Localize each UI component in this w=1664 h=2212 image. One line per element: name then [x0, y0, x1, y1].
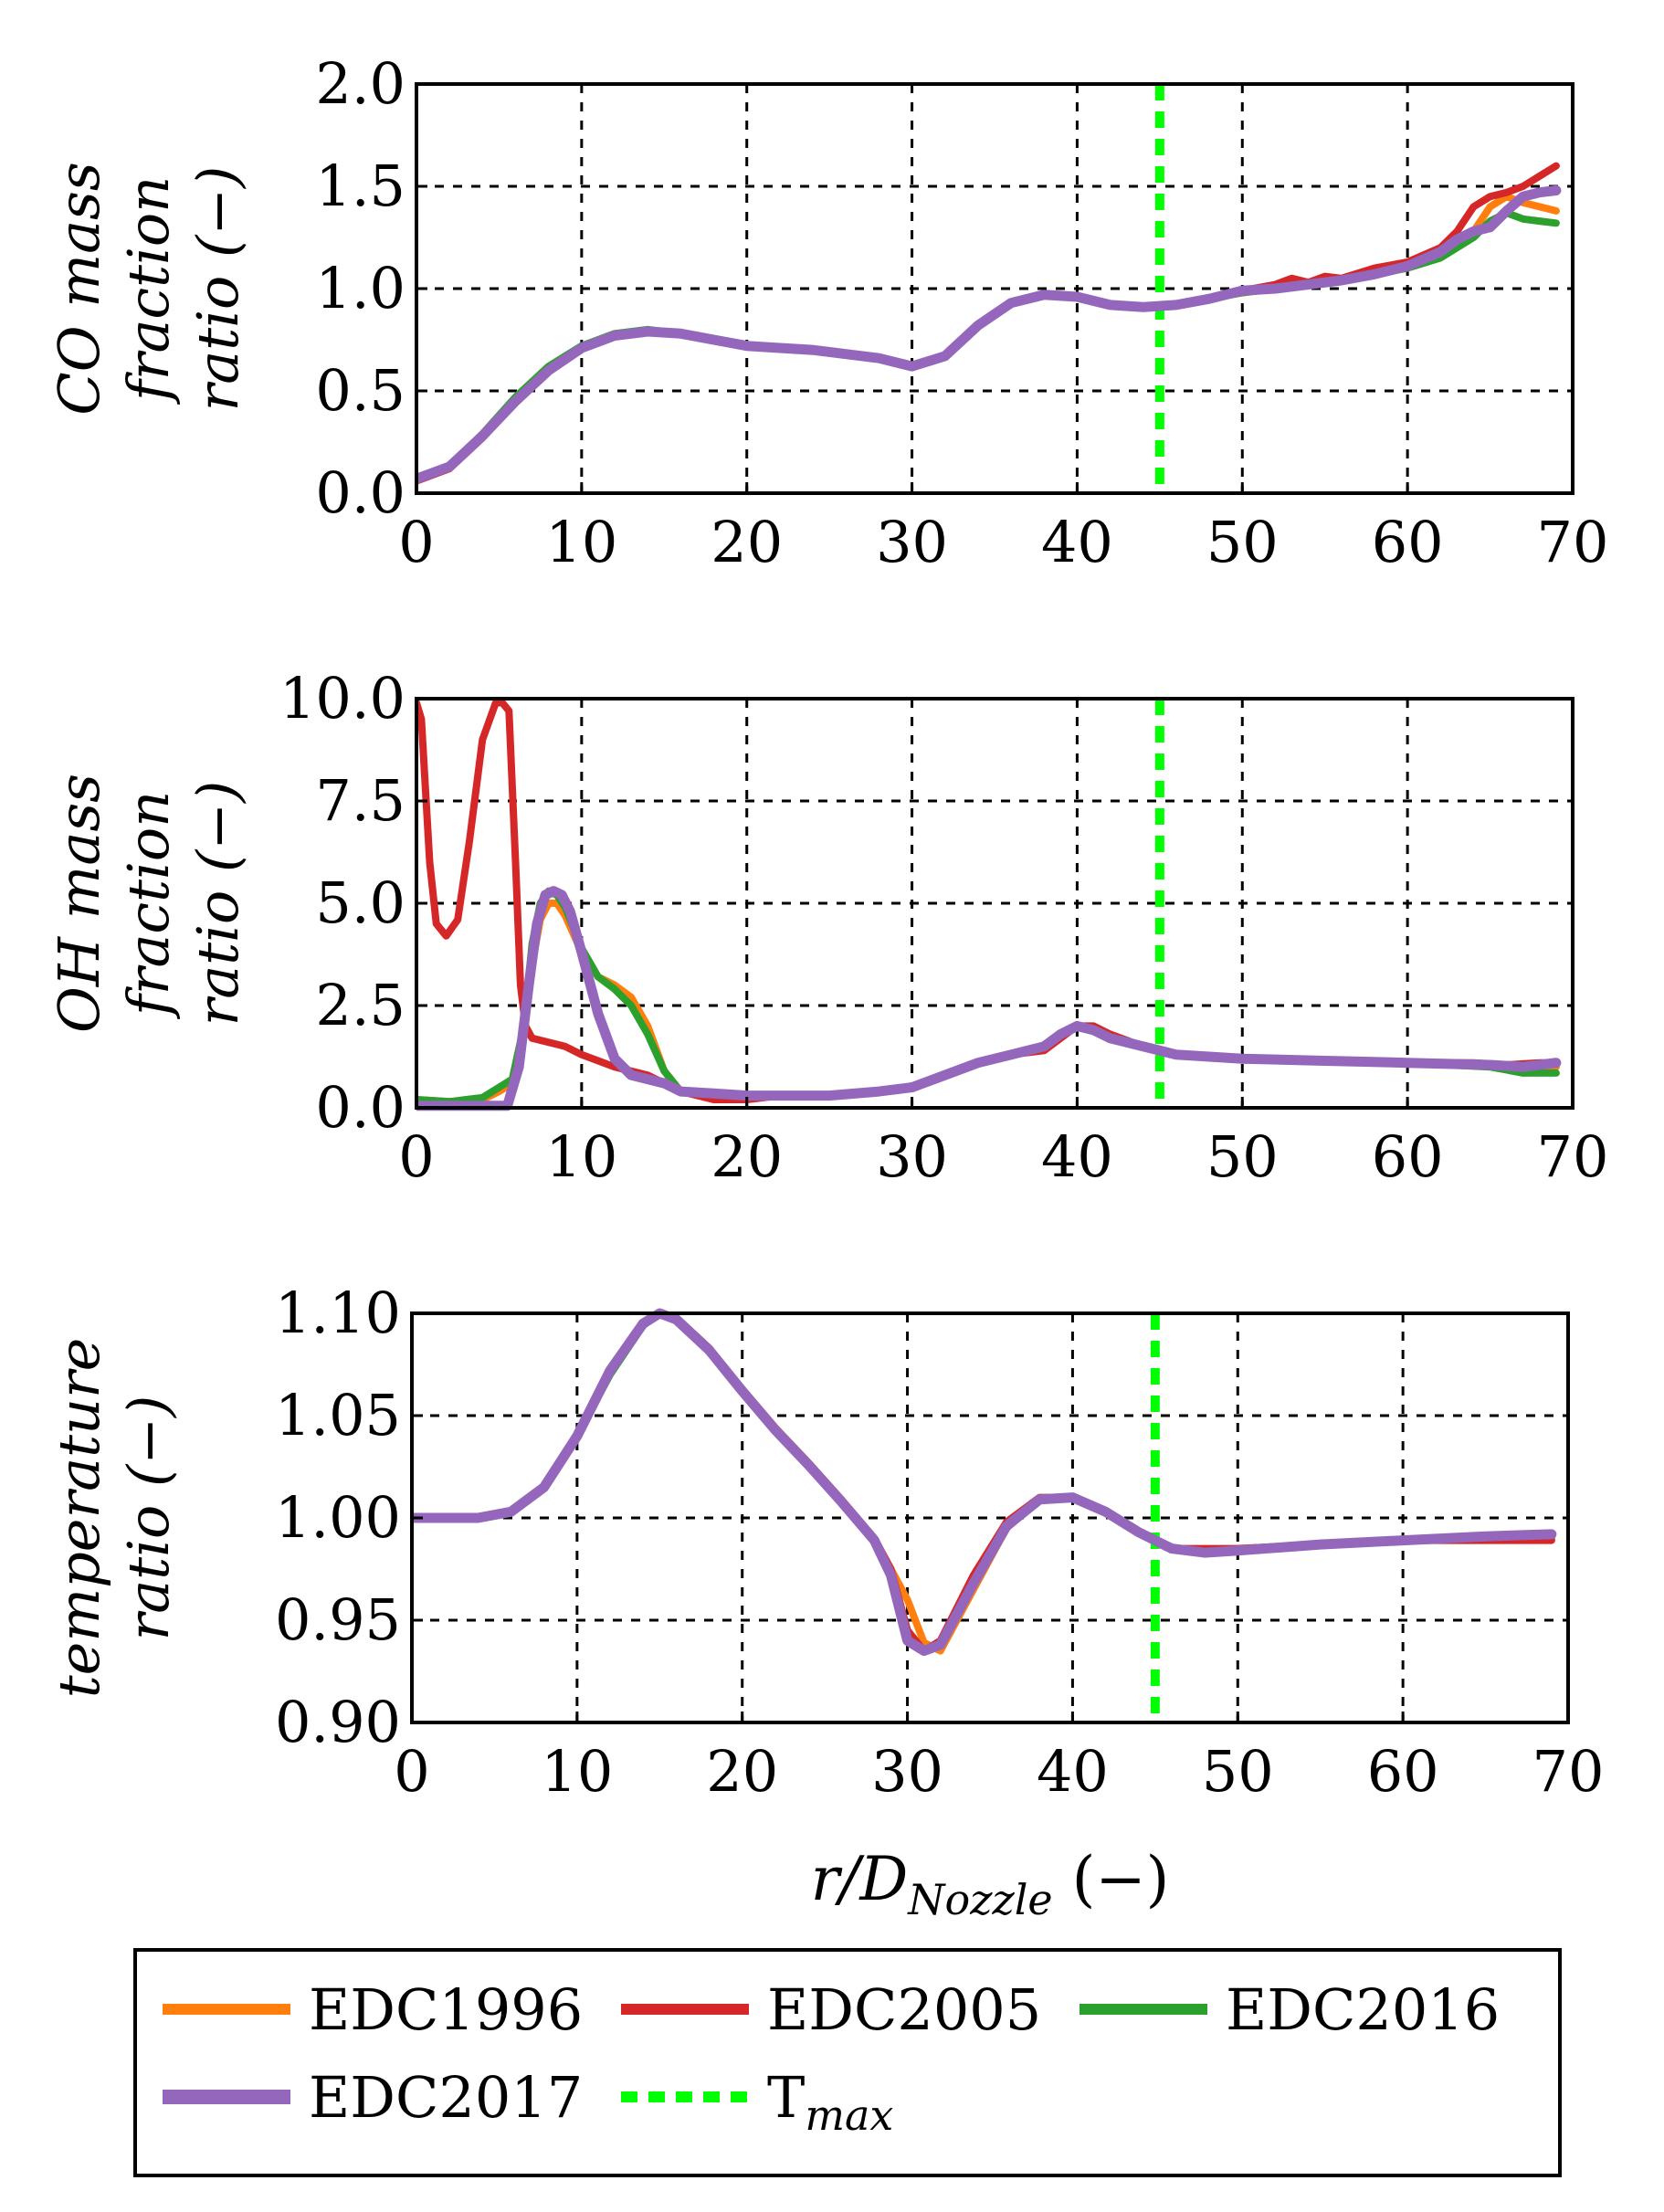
- y-axis-label-line-1: OH mass: [46, 774, 112, 1033]
- y-axis-label-line-2: ratio (−): [115, 1396, 182, 1641]
- y-tick-label: 1.5: [315, 153, 405, 219]
- y-tick-label: 2.5: [315, 972, 405, 1038]
- grid: [416, 699, 1573, 1108]
- x-tick-label: 10: [545, 509, 617, 575]
- series-line-edc2016: [416, 887, 1560, 1106]
- x-tick-label: 20: [711, 1123, 783, 1190]
- x-tick-label: 30: [876, 1123, 948, 1190]
- x-tick-label: 0: [398, 1123, 434, 1190]
- y-axis-label-line-3: ratio (−): [184, 166, 251, 412]
- series-line-edc2017: [412, 1308, 1557, 1657]
- grid: [412, 1313, 1568, 1722]
- series: [412, 1308, 1557, 1657]
- series-line-edc2017: [416, 185, 1562, 484]
- grid: [416, 84, 1573, 493]
- legend-label-edc2016: EDC2016: [1226, 1976, 1500, 2043]
- y-tick-label: 0.0: [315, 459, 405, 526]
- legend: EDC1996 EDC2005 EDC2016 EDC2017 Tmax: [133, 1948, 1562, 2177]
- x-tick-label: 30: [876, 509, 948, 575]
- series-line-edc1996: [412, 1310, 1555, 1655]
- y-tick-label: 7.5: [315, 767, 405, 834]
- series-line-edc1996: [416, 193, 1560, 483]
- series-line-edc1996: [416, 900, 1560, 1106]
- y-tick-label: 0.95: [275, 1586, 401, 1653]
- y-tick-label: 2.0: [315, 50, 405, 117]
- panel-co: 0 10 20 30 40 50 60 70 0.0 0.5 1.0 1.5 2.0 CO mass f…: [46, 50, 1608, 575]
- x-tick-label: 40: [1041, 509, 1113, 575]
- x-tick-label: 70: [1537, 1123, 1609, 1190]
- series-line-edc2017: [416, 886, 1562, 1111]
- x-tick-label: 30: [871, 1738, 943, 1805]
- ticks: 0 10 20 30 40 50 60 70 0.0 0.5 1.0 1.5 2.0: [315, 50, 1608, 575]
- y-tick-label: 0.0: [315, 1074, 405, 1141]
- x-tick-label: 0: [398, 509, 434, 575]
- series: [416, 162, 1562, 485]
- legend-box: [133, 1948, 1562, 2177]
- x-tick-label: 20: [706, 1738, 778, 1805]
- y-tick-label: 1.10: [275, 1280, 401, 1346]
- y-tick-label: 1.0: [315, 255, 405, 321]
- series-line-edc2016: [412, 1310, 1555, 1655]
- y-axis-label-line-1: temperature: [46, 1338, 112, 1699]
- y-axis-label-line-3: ratio (−): [184, 781, 251, 1027]
- x-tick-label: 60: [1372, 1123, 1444, 1190]
- panel-oh: 0 10 20 30 40 50 60 700.02.55.07.510.0 OH mass …: [46, 665, 1608, 1190]
- x-tick-label: 70: [1537, 509, 1609, 575]
- ticks: 0 10 20 30 40 50 60 70 0.90 0.95 1.00 1.05 1.10: [275, 1280, 1605, 1805]
- x-tick-label: 20: [711, 509, 783, 575]
- y-tick-label: 1.00: [275, 1484, 401, 1551]
- panel-temperature: 0 10 20 30 40 50 60 70 0.90 0.95 1.00 1.05 1.10 temp…: [46, 1280, 1604, 1805]
- y-axis-label-line-2: fraction: [115, 791, 182, 1019]
- x-tick-label: 40: [1041, 1123, 1113, 1190]
- y-axis-label-line-2: fraction: [115, 176, 182, 405]
- y-tick-label: 10.0: [279, 665, 405, 732]
- legend-label-edc2005: EDC2005: [767, 1976, 1041, 2043]
- legend-label-edc1996: EDC1996: [309, 1976, 583, 2043]
- y-tick-label: 5.0: [315, 869, 405, 936]
- x-tick-label: 0: [394, 1738, 429, 1805]
- legend-label-edc2017: EDC2017: [309, 2064, 583, 2131]
- x-tick-label: 50: [1206, 1123, 1279, 1190]
- x-tick-label: 40: [1037, 1738, 1109, 1805]
- x-tick-label: 10: [541, 1738, 613, 1805]
- x-tick-label: 60: [1372, 509, 1444, 575]
- series-line-edc2005: [412, 1310, 1555, 1655]
- series: [416, 699, 1562, 1111]
- ticks: 0 10 20 30 40 50 60 70 0.0 2.5 5.0 7.5 10.0: [279, 665, 1609, 1190]
- x-tick-label: 10: [545, 1123, 617, 1190]
- x-tick-label: 70: [1532, 1738, 1605, 1805]
- x-tick-label: 50: [1202, 1738, 1274, 1805]
- y-tick-label: 0.5: [315, 357, 405, 424]
- y-tick-label: 1.05: [275, 1382, 401, 1448]
- legend-label-tmax: Tmax: [767, 2064, 893, 2140]
- x-tick-label: 50: [1206, 509, 1279, 575]
- series-line-edc2005: [416, 699, 1560, 1103]
- y-tick-label: 0.90: [275, 1689, 401, 1755]
- y-axis-label-line-1: CO mass: [46, 162, 112, 415]
- x-tick-label: 60: [1367, 1738, 1439, 1805]
- x-axis-label: r/DNozzle (−): [811, 1844, 1170, 1924]
